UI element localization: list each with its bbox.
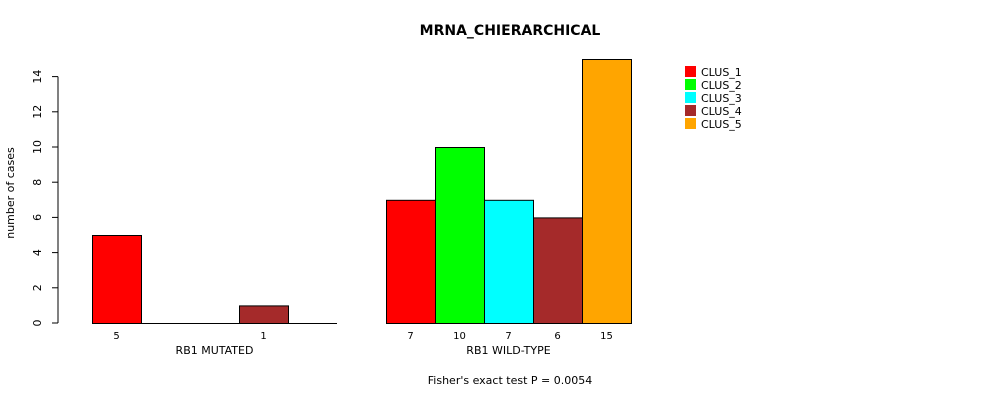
y-tick-label: 6 bbox=[31, 214, 44, 221]
bars-layer bbox=[92, 59, 632, 324]
bar-count-label: 7 bbox=[505, 331, 511, 342]
group-label: RB1 MUTATED bbox=[176, 344, 254, 357]
bar-count-label: 6 bbox=[554, 331, 560, 342]
bar-count-label: 5 bbox=[113, 331, 119, 342]
y-tick-label: 8 bbox=[31, 179, 44, 186]
legend-swatch bbox=[685, 105, 696, 116]
footnote-fisher-test: Fisher's exact test P = 0.0054 bbox=[428, 374, 592, 387]
bar-count-label: 1 bbox=[260, 331, 266, 342]
labels-layer: 5 1 RB1 MUTATED 7 10 7 6 15 RB1 WILD-TYPE bbox=[113, 331, 613, 357]
legend-entry-clus-5: CLUS_5 bbox=[701, 118, 742, 131]
legend-swatch bbox=[685, 118, 696, 129]
legend-entry-clus-3: CLUS_3 bbox=[701, 92, 742, 105]
legend-entry-clus-4: CLUS_4 bbox=[701, 105, 742, 118]
y-tick-label: 12 bbox=[31, 105, 44, 119]
group-label: RB1 WILD-TYPE bbox=[466, 344, 550, 357]
bar-count-label: 10 bbox=[453, 331, 466, 342]
legend-entry-clus-2: CLUS_2 bbox=[701, 79, 742, 92]
legend-swatch bbox=[685, 79, 696, 90]
bar-clus-4 bbox=[239, 305, 289, 324]
y-tick-label: 0 bbox=[31, 320, 44, 327]
bar-clus-1 bbox=[386, 199, 436, 324]
bar-clus-4 bbox=[533, 217, 583, 324]
y-tick-label: 14 bbox=[31, 70, 44, 84]
legend-entry-clus-1: CLUS_1 bbox=[701, 66, 742, 79]
bar-count-label: 15 bbox=[600, 331, 613, 342]
y-tick-label: 10 bbox=[31, 140, 44, 154]
legend-swatch bbox=[685, 92, 696, 103]
y-tick-label: 4 bbox=[31, 249, 44, 256]
bar-clus-1 bbox=[92, 235, 142, 324]
bar-clus-3 bbox=[484, 199, 534, 324]
y-axis-label: number of cases bbox=[4, 147, 17, 239]
chart-title: MRNA_CHIERARCHICAL bbox=[420, 23, 601, 39]
y-tick-label: 2 bbox=[31, 284, 44, 291]
bar-clus-5 bbox=[582, 59, 632, 324]
y-axis: 0 2 4 6 8 10 12 14 bbox=[31, 70, 59, 327]
bar-count-label: 7 bbox=[407, 331, 413, 342]
legend-swatch bbox=[685, 66, 696, 77]
bar-clus-2 bbox=[435, 147, 485, 324]
